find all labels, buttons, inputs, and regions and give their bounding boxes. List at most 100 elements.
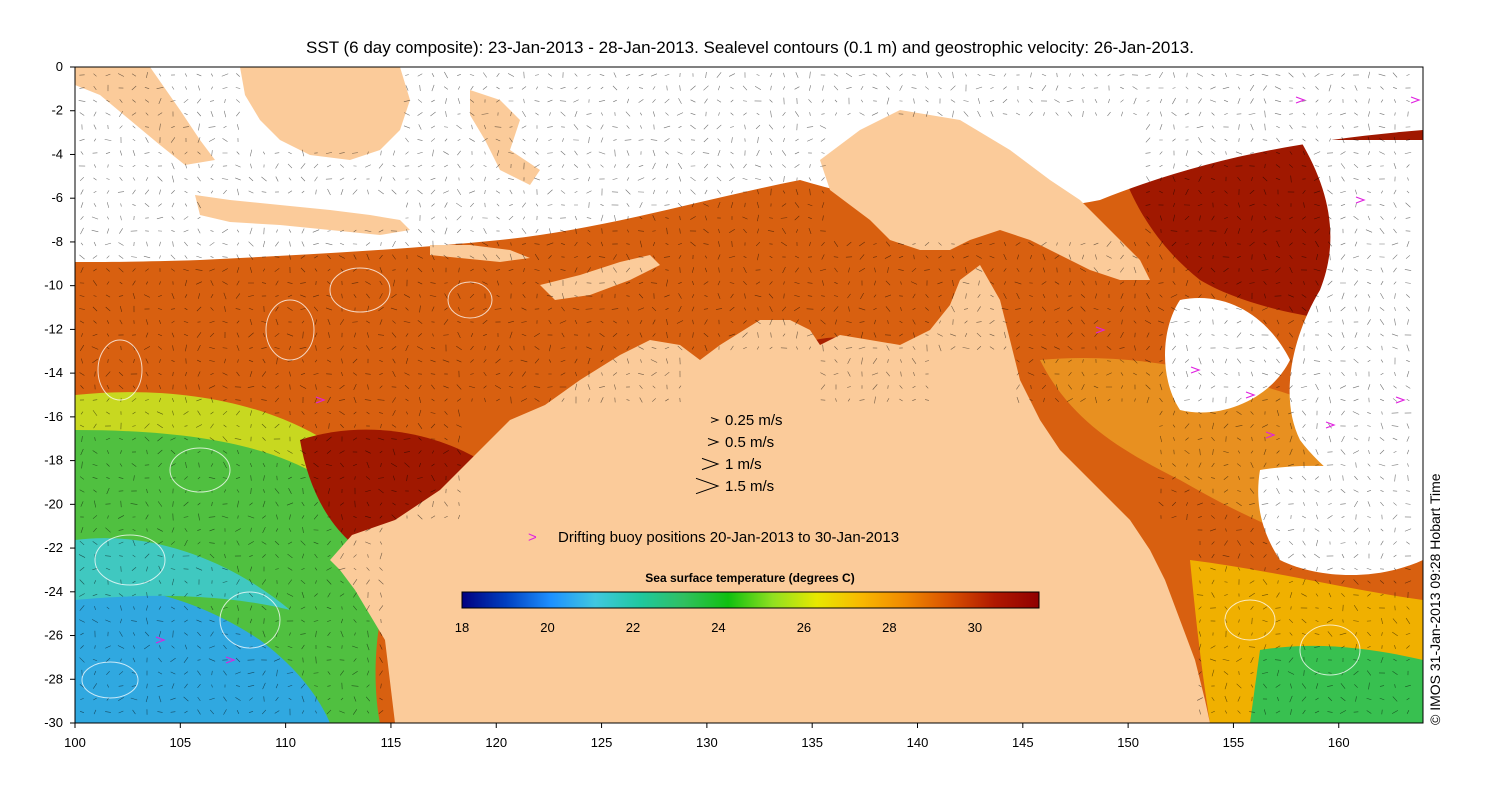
velocity-arrow (302, 657, 304, 663)
land-lesser-sunda (430, 245, 530, 262)
velocity-arrow (146, 683, 148, 689)
velocity-arrow (573, 178, 579, 180)
velocity-arrow (652, 215, 656, 221)
velocity-arrow (586, 267, 592, 273)
velocity-arrow (144, 631, 150, 637)
velocity-arrow (1236, 397, 1242, 403)
velocity-arrow (444, 138, 448, 142)
velocity-arrow (652, 99, 656, 103)
velocity-arrow (457, 256, 461, 258)
velocity-arrow (1275, 164, 1281, 168)
velocity-arrow (1250, 554, 1254, 558)
velocity-arrow (1093, 242, 1099, 246)
velocity-arrow (262, 554, 266, 558)
velocity-arrow (756, 346, 760, 350)
velocity-arrow (237, 592, 239, 598)
velocity-arrow (250, 488, 252, 494)
velocity-arrow (744, 202, 746, 208)
velocity-arrow (768, 293, 774, 299)
velocity-arrow (145, 695, 149, 703)
velocity-arrow (340, 630, 344, 638)
velocity-arrow (717, 85, 721, 91)
velocity-arrow (456, 215, 462, 221)
velocity-arrow (431, 165, 435, 167)
velocity-arrow (1160, 177, 1162, 181)
velocity-arrow (1250, 527, 1254, 533)
velocity-arrow (131, 685, 137, 687)
velocity-arrow (1302, 578, 1306, 586)
velocity-arrow (289, 514, 291, 520)
velocity-arrow (444, 202, 448, 208)
velocity-arrow (1225, 619, 1227, 623)
velocity-arrow (170, 137, 176, 143)
velocity-arrow (1393, 451, 1397, 453)
velocity-arrow (1289, 255, 1293, 259)
velocity-arrow (782, 86, 786, 90)
velocity-arrow (224, 306, 226, 312)
velocity-arrow (1393, 567, 1397, 571)
velocity-arrow (365, 373, 371, 375)
velocity-arrow (1288, 580, 1294, 584)
velocity-arrow (1381, 411, 1383, 415)
velocity-arrow (418, 409, 422, 417)
velocity-arrow (1392, 671, 1398, 675)
velocity-arrow (1197, 438, 1203, 440)
velocity-arrow (353, 554, 357, 558)
velocity-arrow (600, 397, 604, 403)
velocity-arrow (145, 268, 149, 272)
velocity-arrow (521, 86, 527, 90)
velocity-arrow (93, 268, 97, 272)
velocity-arrow (367, 151, 369, 155)
velocity-arrow (1198, 398, 1202, 402)
velocity-arrow (313, 620, 319, 622)
velocity-arrow (508, 215, 514, 221)
velocity-arrow (145, 137, 149, 143)
velocity-arrow (79, 567, 85, 571)
velocity-arrow (431, 384, 435, 390)
velocity-arrow (795, 189, 799, 195)
velocity-arrow (665, 398, 669, 402)
velocity-arrow (158, 346, 162, 350)
velocity-arrow (222, 281, 228, 285)
velocity-arrow (586, 113, 592, 115)
velocity-arrow (222, 450, 228, 454)
velocity-arrow (443, 151, 449, 155)
velocity-arrow (1379, 113, 1385, 115)
velocity-arrow (1262, 477, 1268, 479)
velocity-arrow (626, 150, 630, 156)
velocity-arrow (613, 320, 617, 324)
velocity-arrow (1301, 410, 1307, 416)
velocity-arrow (222, 320, 228, 324)
velocity-arrow (690, 189, 696, 195)
velocity-arrow (938, 86, 942, 90)
velocity-arrow (1340, 163, 1346, 169)
velocity-arrow (757, 189, 759, 195)
velocity-arrow (249, 462, 253, 468)
velocity-arrow (988, 73, 996, 77)
velocity-arrow (118, 477, 124, 479)
velocity-arrow (1302, 112, 1306, 116)
velocity-arrow (730, 99, 734, 103)
velocity-arrow (288, 398, 292, 402)
velocity-arrow (417, 255, 423, 259)
velocity-arrow (1146, 176, 1150, 182)
velocity-arrow (664, 98, 670, 104)
velocity-arrow (652, 268, 656, 272)
velocity-arrow (92, 515, 98, 519)
velocity-arrow (313, 373, 319, 375)
velocity-arrow (925, 321, 929, 323)
velocity-arrow (1405, 202, 1411, 208)
velocity-arrow (626, 86, 630, 90)
velocity-arrow (170, 437, 176, 441)
velocity-arrow (626, 203, 630, 207)
velocity-arrow (1186, 345, 1188, 351)
velocity-arrow (873, 307, 877, 311)
velocity-arrow (379, 267, 383, 273)
velocity-arrow (1211, 334, 1215, 336)
velocity-arrow (223, 125, 227, 129)
velocity-arrow (1340, 503, 1346, 505)
velocity-arrow (1068, 372, 1072, 376)
velocity-arrow (652, 177, 656, 181)
velocity-arrow (560, 190, 566, 194)
velocity-arrow (912, 319, 916, 325)
